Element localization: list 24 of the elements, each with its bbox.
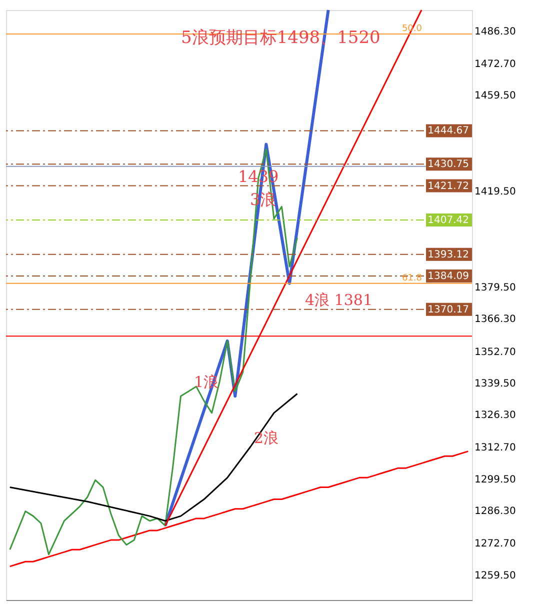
y-tick-label: 1472.70 <box>474 58 516 70</box>
y-tick-label: 1379.50 <box>474 282 516 294</box>
ref-line-label: 1430.75 <box>428 159 469 170</box>
ref-line-label: 1370.17 <box>428 304 469 316</box>
ref-line-label: 1384.09 <box>428 271 469 282</box>
y-tick-label: 1419.50 <box>474 186 516 198</box>
ref-line-label: 1444.67 <box>428 126 469 137</box>
y-tick-label: 1299.50 <box>474 474 516 486</box>
y-tick-label: 1326.30 <box>474 410 516 422</box>
y-tick-label: 1312.70 <box>474 442 516 454</box>
ref-line-label: 1393.12 <box>428 249 469 260</box>
annotation: 61.8 <box>402 273 422 284</box>
y-tick-label: 1272.70 <box>474 538 516 550</box>
y-tick-label: 1459.50 <box>474 90 516 102</box>
y-tick-label: 1366.30 <box>474 314 516 326</box>
annotation: 4浪 1381 <box>305 291 372 309</box>
y-tick-label: 1486.30 <box>474 26 516 38</box>
annotation: 2浪 <box>254 429 279 447</box>
ref-line-label: 1407.42 <box>428 215 469 226</box>
y-tick-label: 1339.50 <box>474 378 516 390</box>
ref-line-label: 1421.72 <box>428 180 469 192</box>
y-tick-label: 1259.50 <box>474 570 516 582</box>
y-tick-label: 1352.70 <box>474 346 516 358</box>
y-tick-label: 1286.30 <box>474 506 516 518</box>
